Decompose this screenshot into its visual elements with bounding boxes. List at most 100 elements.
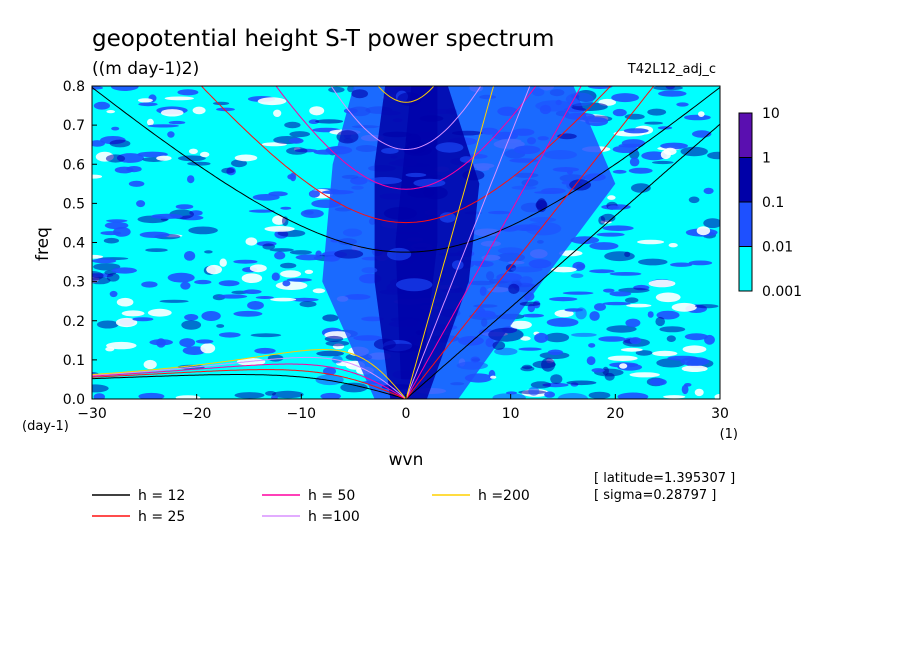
core-patch	[566, 380, 597, 386]
spectrum-patch	[589, 242, 619, 250]
spectrum-patch	[233, 310, 263, 317]
spectrum-patch	[105, 154, 126, 163]
dispersion-curves	[92, 86, 720, 399]
spectrum-patch	[624, 113, 645, 120]
spectrum-patch	[139, 231, 170, 238]
spectrum-patch	[132, 317, 154, 322]
spectrum-patch	[647, 311, 654, 318]
x-axis-label: wvn	[389, 450, 424, 470]
x-tick-label: −10	[287, 406, 317, 422]
spectrum-patch	[623, 128, 649, 134]
y-tick-label: 0.4	[63, 236, 85, 252]
ig-curve	[92, 87, 720, 253]
spectrum-patch	[707, 151, 720, 160]
spectrum-patch	[299, 301, 317, 308]
spectrum-patch	[688, 196, 700, 204]
spectrum-patch	[187, 161, 211, 166]
spectrum-patch	[680, 357, 710, 366]
spectrum-patch	[126, 166, 142, 173]
spectrum-patch	[200, 343, 216, 354]
spectrum-patch	[167, 131, 175, 138]
spectrum-patch	[696, 226, 711, 236]
ig-curve	[377, 86, 435, 103]
spectrum-patch	[596, 232, 625, 237]
spectrum-patch	[286, 147, 308, 155]
spectrum-patch	[656, 358, 686, 368]
spectrum-patch	[111, 267, 137, 274]
spectrum-patch	[290, 172, 297, 182]
x-tick-label: −20	[182, 406, 212, 422]
spectrum-patch	[248, 209, 275, 213]
spectrum-patch	[652, 160, 674, 165]
spectrum-patch	[116, 297, 134, 307]
spectrum-patch	[638, 258, 668, 266]
spectrum-patch	[684, 114, 711, 121]
spectrum-patch	[160, 109, 184, 117]
spectrum-patch	[602, 301, 631, 306]
spectrum-patch	[181, 320, 202, 330]
spectrum-patch	[620, 347, 643, 352]
colorbar-label: 0.1	[762, 195, 784, 211]
spectrum-patch	[550, 374, 563, 384]
spectrum-patch	[145, 248, 168, 253]
spectrum-patch	[554, 309, 574, 318]
core-patch	[324, 335, 344, 342]
spectrum-patch	[671, 302, 697, 312]
spectrum-patch	[213, 101, 230, 106]
spectrum-patch	[635, 350, 653, 356]
core-patch	[524, 221, 562, 236]
spectrum-patch	[217, 294, 248, 299]
spectrum-patch	[663, 395, 686, 399]
core-patch	[342, 228, 363, 237]
spectrum-patch	[282, 280, 291, 287]
spectrum-patch	[262, 243, 276, 250]
colorbar-swatch	[738, 246, 753, 292]
legend: h = 12 h = 25 h = 50 h =100 h =200	[92, 488, 530, 525]
spectrum-patch	[236, 358, 266, 366]
spectrum-patch	[121, 310, 145, 317]
spectrum-patch	[164, 96, 194, 101]
spectrum-patch	[625, 297, 639, 304]
x-tick-label: 0	[402, 406, 411, 422]
spectrum-patch	[92, 140, 105, 147]
spectrum-patch	[286, 278, 312, 282]
y-tick-label: 0.1	[63, 353, 85, 369]
core-region-center	[395, 86, 438, 380]
core-patch	[565, 92, 594, 107]
core-patch	[405, 133, 422, 147]
spectrum-patch	[264, 226, 295, 232]
core-patch	[351, 185, 364, 190]
spectrum-patch	[92, 174, 103, 179]
spectrum-patch	[609, 291, 632, 297]
spectrum-patch	[304, 269, 314, 274]
kelvin-curve	[405, 86, 582, 399]
spectrum-patch	[309, 106, 325, 116]
spectrum-patch	[520, 336, 531, 341]
spectrum-patch	[218, 332, 241, 338]
spectrum-patch	[247, 301, 264, 310]
spectrum-patch	[284, 121, 301, 129]
core-patch	[413, 178, 446, 188]
core-patch	[322, 314, 339, 322]
spectrum-patch	[270, 297, 297, 302]
spectrum-patch	[625, 318, 641, 328]
ig-curve	[275, 86, 537, 190]
core-patch	[381, 147, 399, 154]
spectrum-patch	[544, 332, 570, 343]
core-patch	[315, 374, 344, 386]
spectrum-patch	[549, 297, 578, 302]
spectrum-patch	[655, 292, 681, 303]
spectrum-patch	[609, 272, 642, 276]
spectrum-patch	[268, 191, 288, 197]
spectrum-patch	[602, 225, 634, 231]
spectrum-patch	[194, 279, 212, 285]
spectrum-patch	[150, 213, 183, 219]
kelvin-curve	[405, 86, 531, 399]
spectrum-patch	[175, 395, 201, 399]
y-tick-label: 0.8	[63, 79, 85, 95]
spectrum-patch	[92, 254, 104, 259]
spectrum-patch	[159, 299, 189, 303]
core-patch	[529, 217, 557, 223]
spectrum-patch	[522, 313, 544, 318]
core-patch	[387, 247, 412, 261]
